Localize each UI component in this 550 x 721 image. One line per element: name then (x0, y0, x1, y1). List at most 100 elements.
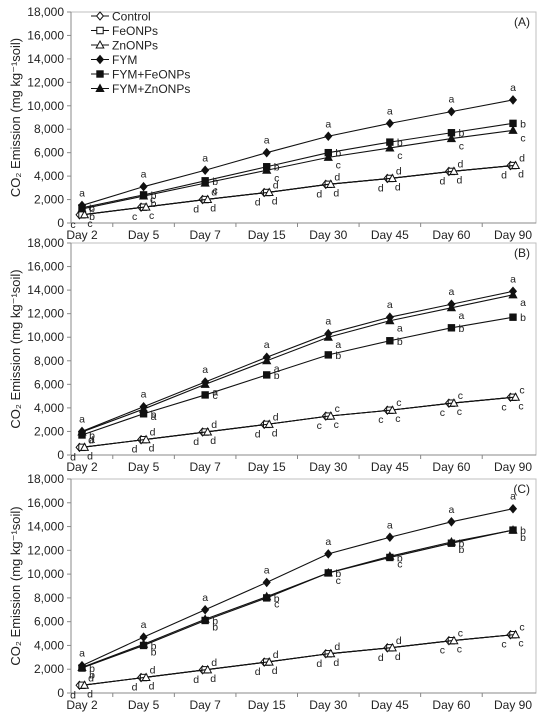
data-point (326, 411, 336, 420)
significance-letter: d (458, 158, 464, 170)
y-tick-label: 16,000 (27, 260, 64, 274)
data-point (387, 405, 397, 414)
significance-letter: a (202, 364, 208, 376)
significance-letter: d (87, 688, 93, 700)
panel-label: (A) (514, 15, 530, 29)
x-tick-label: Day 60 (432, 228, 470, 242)
significance-letter: a (520, 297, 526, 309)
significance-letter: d (210, 203, 216, 215)
y-tick-label: 6,000 (34, 615, 64, 629)
significance-letter: d (334, 171, 340, 183)
significance-letter: d (272, 427, 278, 439)
significance-letter: c (501, 401, 506, 413)
legend-label: FYM+FeONPs (112, 68, 190, 82)
significance-letter: b (212, 176, 218, 188)
data-point (326, 179, 336, 188)
significance-letter: b (274, 593, 280, 605)
panel-label: (B) (514, 246, 530, 260)
x-tick-label: Day 60 (432, 698, 470, 712)
significance-letter: d (316, 188, 322, 200)
legend-marker (96, 70, 104, 78)
significance-letter: b (520, 532, 526, 544)
data-point (262, 147, 271, 158)
significance-letter: d (70, 451, 76, 463)
significance-letter: d (193, 436, 199, 448)
series-line (81, 122, 514, 209)
significance-letter: a (202, 592, 208, 604)
data-point (386, 337, 394, 345)
significance-letter: a (141, 619, 147, 631)
significance-letter: a (387, 105, 393, 117)
x-tick-label: Day 5 (128, 228, 160, 242)
significance-letter: b (89, 203, 95, 215)
data-point (447, 106, 456, 117)
y-axis-title: CO₂ Emission (mg kg⁻¹soil) (8, 269, 23, 428)
data-point (77, 426, 87, 436)
data-point (79, 209, 90, 219)
legend-marker (95, 39, 105, 49)
chart-panel-3: 0 2,000 4,000 6,000 8,000 10,000 12,000 14,000 1… (8, 472, 537, 712)
significance-letter: c (440, 407, 445, 419)
x-tick-label: Day 15 (248, 460, 286, 474)
data-point (138, 639, 149, 648)
y-tick-label: 12,000 (27, 307, 64, 321)
data-point (326, 648, 336, 658)
data-point (203, 426, 213, 436)
data-point (324, 131, 333, 142)
data-point (323, 567, 333, 577)
y-tick-label: 2,000 (34, 424, 64, 438)
data-point (508, 125, 518, 134)
significance-letter: c (397, 558, 402, 570)
legend-marker (95, 54, 105, 65)
data-point (138, 190, 149, 200)
y-tick-label: 6,000 (34, 377, 64, 391)
significance-letter: b (335, 148, 341, 160)
significance-letter: d (255, 428, 261, 440)
series-line (81, 129, 514, 210)
significance-letter: d (501, 170, 507, 182)
data-point (79, 442, 90, 451)
series-line (81, 529, 514, 669)
y-tick-label: 14,000 (27, 52, 64, 66)
significance-letter: b (397, 137, 403, 149)
significance-letter: b (89, 663, 95, 675)
x-tick-label: Day 5 (128, 698, 160, 712)
significance-letter: b (397, 336, 403, 348)
significance-letter: b (520, 525, 526, 537)
significance-letter: c (395, 413, 400, 425)
significance-letter: a (264, 135, 270, 147)
significance-letter: d (149, 681, 155, 693)
data-point (449, 166, 459, 175)
significance-letter: b (89, 430, 95, 442)
data-point (510, 160, 521, 170)
significance-letter: c (335, 403, 340, 415)
significance-letter: a (387, 299, 393, 311)
series-line (81, 634, 514, 686)
significance-letter: d (519, 153, 525, 165)
x-tick-label: Day 60 (432, 460, 470, 474)
data-point (446, 302, 457, 312)
data-point (323, 152, 333, 161)
significance-letter: b (459, 128, 465, 140)
significance-letter: d (149, 443, 155, 455)
data-point (385, 315, 395, 325)
y-axis-title: CO₂ Emission (mg kg⁻¹soil) (8, 38, 23, 197)
series-line (81, 396, 514, 448)
series-fym: a a a a a a a a (77, 491, 518, 671)
x-tick-label: Day 2 (66, 460, 98, 474)
x-tick-label: Day 2 (66, 698, 98, 712)
y-tick-label: 8,000 (34, 354, 64, 368)
significance-letter: a (449, 504, 455, 516)
data-point (447, 324, 456, 332)
significance-letter: d (518, 169, 524, 181)
x-tick-label: Day 90 (494, 698, 532, 712)
legend-marker (95, 11, 105, 21)
x-tick-label: Day 7 (189, 228, 221, 242)
significance-letter: c (213, 390, 218, 402)
x-tick-label: Day 15 (248, 698, 286, 712)
y-tick-label: 18,000 (27, 236, 64, 250)
data-point (201, 391, 209, 399)
